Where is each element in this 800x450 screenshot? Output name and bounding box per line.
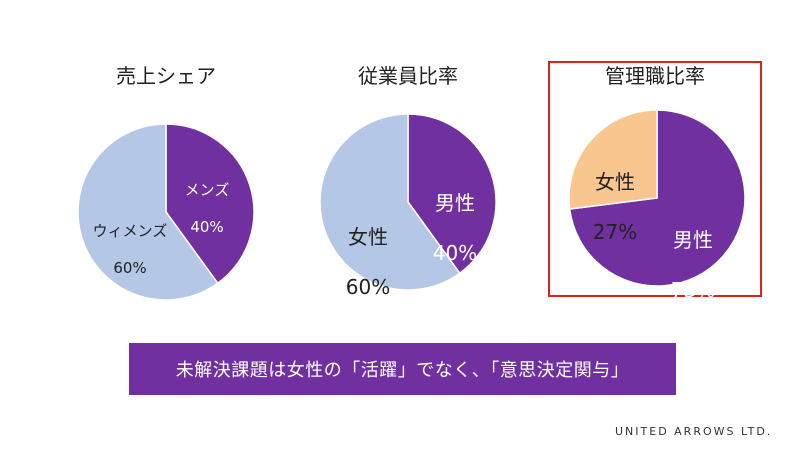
pie-slice-0 xyxy=(165,123,255,285)
conclusion-banner: 未解決課題は女性の「活躍」でなく、「意思決定関与」 xyxy=(129,343,676,395)
chart-title-employee-ratio: 従業員比率 xyxy=(358,64,458,88)
chart-title-sales-share: 売上シェア xyxy=(116,64,216,88)
pie-slice-1 xyxy=(319,113,461,291)
pie-label-manager-female-name: 女性 xyxy=(595,170,635,194)
pie-label-mens: メンズ 40% xyxy=(172,162,242,256)
pie-slice-0 xyxy=(407,113,497,275)
company-logo: UNITED ARROWS LTD. xyxy=(615,425,773,438)
pie-label-manager-female-value: 27% xyxy=(592,220,638,244)
pie-label-employee-female-name: 女性 xyxy=(348,225,388,249)
pie-slice-1 xyxy=(568,109,658,210)
pie-label-womens-name: ウィメンズ xyxy=(92,221,168,240)
pie-label-employee-male-name: 男性 xyxy=(435,191,475,215)
highlight-box xyxy=(548,61,762,297)
pie-label-manager-male: 男性 73% xyxy=(658,203,728,328)
pie-label-employee-female: 女性 60% xyxy=(333,200,403,325)
pie-slice-1 xyxy=(77,123,219,301)
conclusion-banner-text: 未解決課題は女性の「活躍」でなく、「意思決定関与」 xyxy=(175,360,630,381)
pie-label-mens-value: 40% xyxy=(190,218,224,237)
pie-label-womens: ウィメンズ 60% xyxy=(80,203,180,297)
chart-title-manager-ratio: 管理職比率 xyxy=(605,64,705,88)
pie-label-employee-male-value: 40% xyxy=(432,241,478,265)
pie-label-manager-male-value: 73% xyxy=(670,278,716,302)
pie-label-manager-male-name: 男性 xyxy=(673,228,713,252)
pie-label-manager-female: 女性 27% xyxy=(580,145,650,270)
pie-label-employee-male: 男性 40% xyxy=(420,166,490,291)
pie-label-mens-name: メンズ xyxy=(184,180,230,199)
pie-label-employee-female-value: 60% xyxy=(345,275,391,299)
pie-label-womens-value: 60% xyxy=(113,259,147,278)
